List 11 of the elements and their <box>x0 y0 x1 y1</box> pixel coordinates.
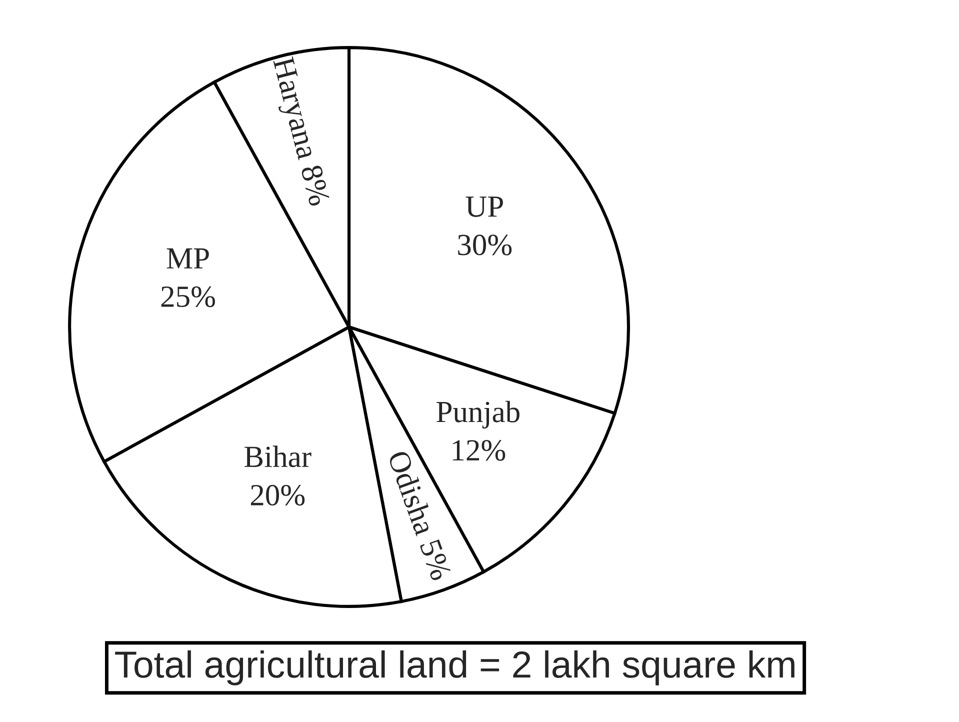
data-label: 20% <box>250 484 305 506</box>
data-label: 12% <box>452 440 506 461</box>
slice-label: Haryana 8% <box>266 56 330 208</box>
data-label: 30% <box>458 234 512 256</box>
slice-label: MP <box>166 248 209 268</box>
text: Total agricultural land = 2 lakh square km <box>115 650 794 686</box>
slice-label: UP <box>466 196 503 217</box>
data-label: 25% <box>161 286 215 308</box>
slice-label: Punjab <box>436 400 520 429</box>
slice-label: Bihar <box>244 446 312 468</box>
slice-label: Odisha 5% <box>387 449 453 582</box>
